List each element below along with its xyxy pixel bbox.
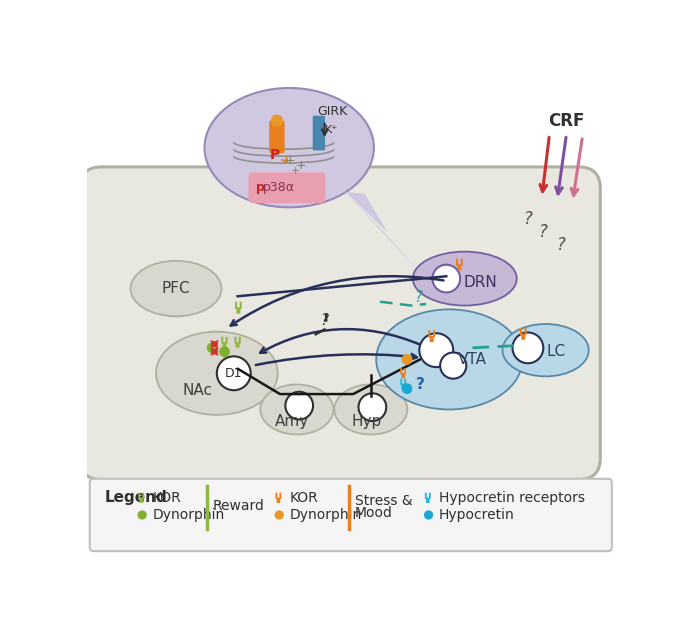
Text: ?: ?: [416, 378, 425, 392]
FancyBboxPatch shape: [226, 337, 228, 343]
Text: +: +: [291, 166, 300, 176]
FancyBboxPatch shape: [90, 479, 612, 551]
Circle shape: [512, 332, 543, 363]
FancyBboxPatch shape: [313, 116, 325, 150]
Text: Stress &: Stress &: [355, 494, 412, 508]
Circle shape: [271, 114, 283, 127]
FancyBboxPatch shape: [139, 492, 141, 499]
Ellipse shape: [260, 384, 333, 435]
Circle shape: [424, 510, 433, 520]
Circle shape: [432, 265, 460, 292]
Text: Dynorphin: Dynorphin: [289, 508, 362, 522]
FancyBboxPatch shape: [276, 497, 281, 503]
Text: KOR: KOR: [152, 491, 181, 505]
Text: LC: LC: [546, 344, 565, 359]
Circle shape: [285, 392, 313, 419]
FancyBboxPatch shape: [139, 497, 143, 503]
Text: DRN: DRN: [463, 275, 497, 290]
Circle shape: [206, 342, 217, 353]
Ellipse shape: [413, 252, 517, 306]
Text: Reward: Reward: [212, 499, 264, 514]
Text: p38α: p38α: [263, 181, 294, 194]
FancyBboxPatch shape: [400, 368, 402, 374]
FancyBboxPatch shape: [239, 302, 241, 309]
FancyBboxPatch shape: [401, 373, 405, 378]
FancyBboxPatch shape: [222, 342, 226, 348]
Text: ?: ?: [539, 224, 547, 242]
Polygon shape: [342, 189, 418, 271]
FancyBboxPatch shape: [237, 307, 240, 314]
Ellipse shape: [204, 88, 374, 207]
Text: GIRK: GIRK: [317, 105, 347, 118]
FancyBboxPatch shape: [404, 379, 406, 385]
Circle shape: [440, 353, 466, 379]
FancyBboxPatch shape: [425, 492, 427, 499]
FancyBboxPatch shape: [235, 337, 237, 343]
FancyBboxPatch shape: [426, 497, 429, 503]
Text: Hypocretin: Hypocretin: [438, 508, 514, 522]
Circle shape: [274, 510, 284, 520]
FancyBboxPatch shape: [433, 330, 435, 337]
Text: VTA: VTA: [458, 352, 487, 367]
Text: Hyp: Hyp: [351, 414, 381, 428]
FancyBboxPatch shape: [401, 384, 405, 389]
Ellipse shape: [334, 384, 407, 435]
FancyBboxPatch shape: [520, 328, 522, 335]
Text: ?: ?: [320, 314, 328, 329]
Circle shape: [359, 393, 386, 421]
Polygon shape: [326, 189, 388, 232]
Ellipse shape: [130, 261, 222, 316]
FancyBboxPatch shape: [236, 342, 239, 348]
FancyBboxPatch shape: [222, 337, 224, 343]
FancyBboxPatch shape: [429, 492, 431, 499]
Circle shape: [401, 354, 412, 365]
FancyBboxPatch shape: [521, 333, 525, 340]
Ellipse shape: [503, 324, 589, 376]
FancyBboxPatch shape: [276, 492, 277, 499]
FancyBboxPatch shape: [279, 492, 281, 499]
Text: +: +: [296, 159, 306, 172]
Circle shape: [219, 347, 230, 357]
Text: Amy: Amy: [274, 414, 309, 428]
Circle shape: [137, 510, 147, 520]
FancyBboxPatch shape: [400, 379, 402, 385]
FancyBboxPatch shape: [461, 258, 463, 266]
Text: p: p: [257, 181, 265, 194]
FancyBboxPatch shape: [525, 328, 527, 335]
FancyBboxPatch shape: [235, 302, 237, 309]
Text: Dynorphin: Dynorphin: [152, 508, 224, 522]
FancyBboxPatch shape: [248, 172, 325, 203]
FancyBboxPatch shape: [428, 330, 430, 337]
FancyBboxPatch shape: [404, 368, 406, 374]
Ellipse shape: [156, 332, 278, 415]
Text: Mood: Mood: [355, 506, 392, 520]
FancyBboxPatch shape: [80, 167, 600, 479]
Text: CRF: CRF: [548, 112, 584, 130]
Text: P: P: [270, 148, 281, 161]
Ellipse shape: [376, 309, 523, 409]
FancyBboxPatch shape: [429, 336, 434, 342]
FancyBboxPatch shape: [458, 265, 462, 270]
Text: D1: D1: [225, 367, 243, 380]
Text: +: +: [285, 154, 295, 167]
Text: PFC: PFC: [162, 281, 190, 296]
Text: NAc: NAc: [182, 383, 213, 397]
FancyBboxPatch shape: [269, 120, 285, 153]
Text: Hypocretin receptors: Hypocretin receptors: [438, 491, 584, 505]
FancyBboxPatch shape: [143, 492, 144, 499]
Text: Legend: Legend: [104, 490, 167, 505]
FancyBboxPatch shape: [239, 337, 241, 343]
Text: ?: ?: [414, 291, 423, 306]
Circle shape: [401, 383, 412, 394]
Text: KOR: KOR: [289, 491, 318, 505]
Text: ?: ?: [524, 211, 533, 229]
Text: K⁺: K⁺: [325, 125, 338, 135]
FancyBboxPatch shape: [456, 258, 458, 266]
Text: ?: ?: [556, 237, 565, 255]
Circle shape: [217, 356, 250, 390]
Circle shape: [419, 333, 453, 367]
